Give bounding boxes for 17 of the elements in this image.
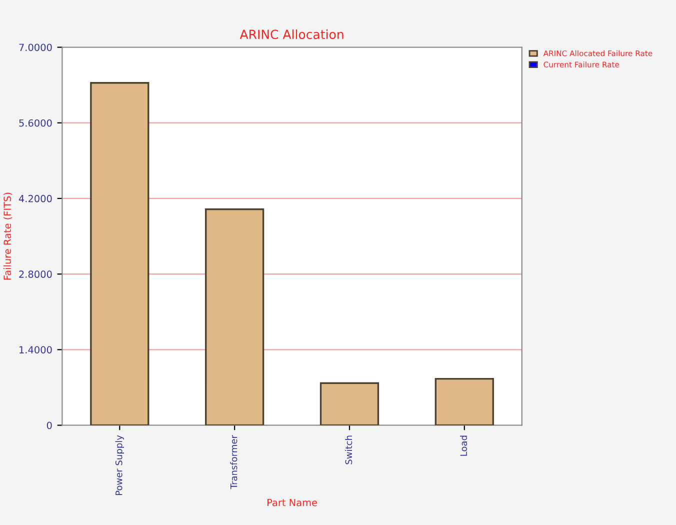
x-axis-title: Part Name	[268, 498, 317, 506]
bar	[434, 378, 494, 426]
y-axis-title: Failure Rate (FITS)	[3, 192, 12, 280]
bar	[205, 208, 264, 426]
chart-title: ARINC Allocation	[240, 29, 344, 40]
y-tick-label: 4.2000	[18, 194, 52, 202]
y-tick-label: 2.8000	[19, 270, 52, 278]
bar	[90, 82, 150, 426]
x-tick-label: Transformer	[230, 434, 238, 490]
x-tick-label: Switch	[345, 436, 352, 464]
y-tick-label: 1.4000	[20, 346, 52, 354]
bar	[320, 382, 380, 426]
x-tick-label: Power Supply	[115, 435, 124, 496]
y-tick-label: 7.0000	[19, 44, 52, 52]
y-tick-label: 5.6000	[19, 119, 52, 127]
y-tick-label: 0	[46, 422, 52, 430]
x-tick-label: Load	[460, 436, 468, 456]
